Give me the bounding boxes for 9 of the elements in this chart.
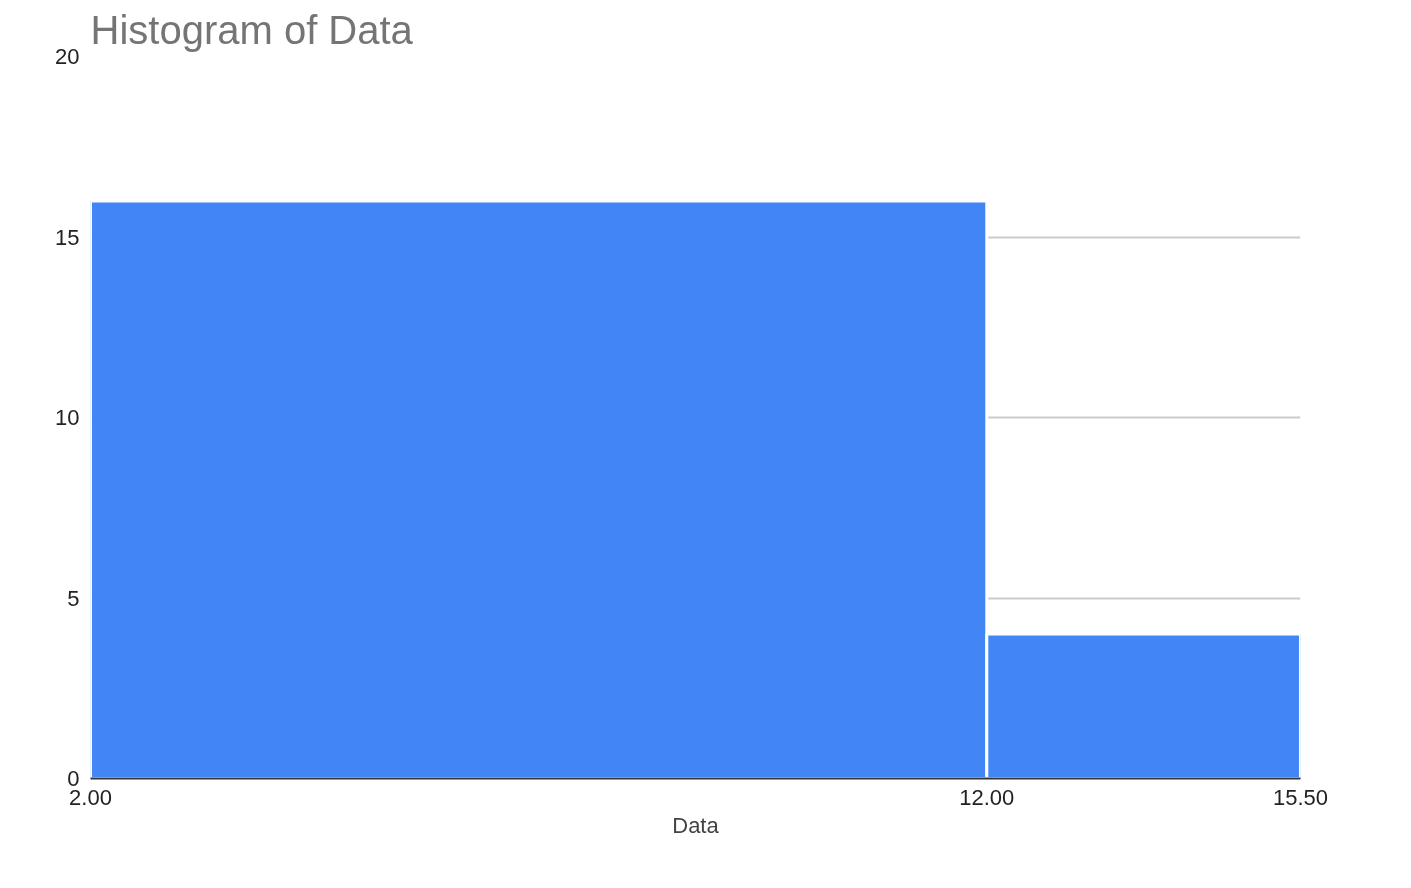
- x-tick-label: 15.50: [1272, 784, 1329, 810]
- y-tick-label: 5: [67, 585, 80, 611]
- y-tick-label: 10: [55, 405, 80, 430]
- y-tick-label: 20: [55, 44, 80, 69]
- y-tick-label: 0: [67, 766, 80, 791]
- x-axis-title: Data: [672, 812, 720, 838]
- y-tick-label: 15: [55, 224, 80, 250]
- chart-title: Histogram of Data: [90, 7, 414, 52]
- x-tick-label: 12.00: [959, 784, 1015, 810]
